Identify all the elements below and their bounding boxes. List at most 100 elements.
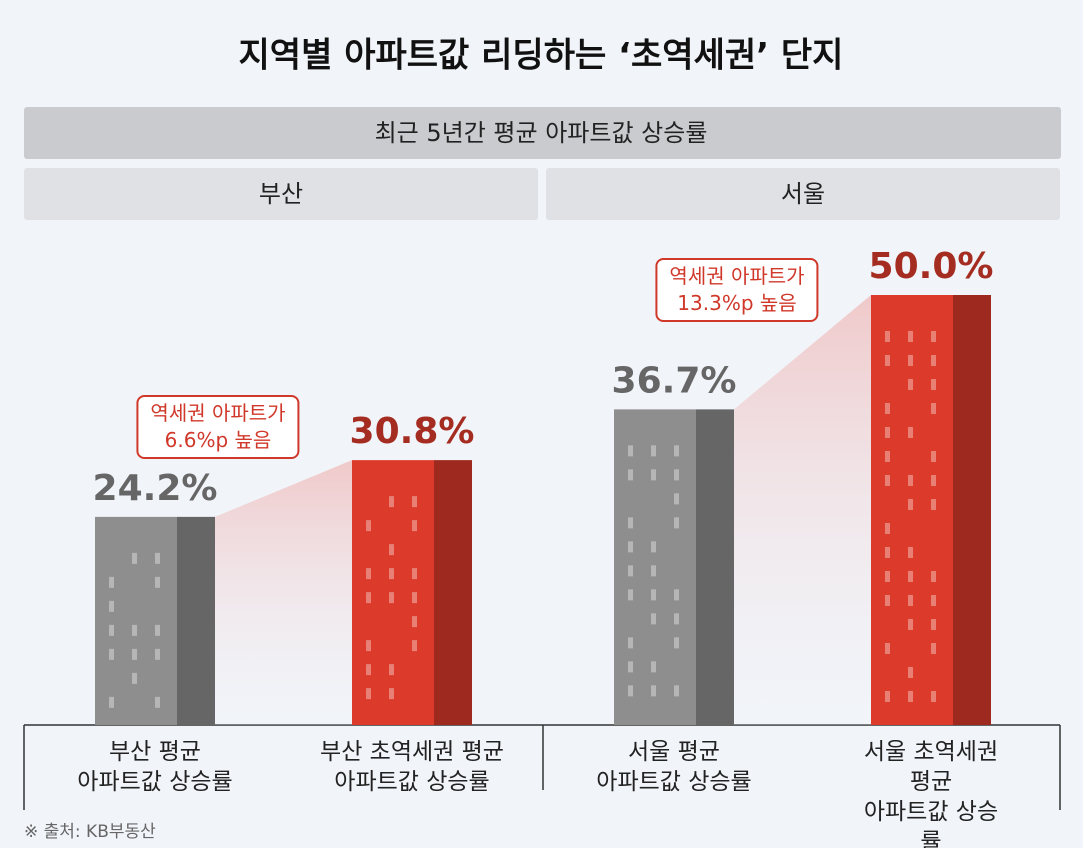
window <box>366 640 371 652</box>
window <box>389 688 394 700</box>
connector <box>215 460 352 725</box>
window <box>931 451 936 462</box>
title: 지역별 아파트값 리딩하는 ‘초역세권’ 단지 <box>239 36 844 76</box>
window <box>628 661 633 673</box>
panel-title: 서울 <box>781 180 825 208</box>
category-label: 부산 평균 아파트값 상승률 <box>77 739 233 795</box>
window <box>885 595 890 606</box>
window <box>389 544 394 556</box>
window <box>366 568 371 580</box>
window <box>628 445 633 457</box>
window <box>885 355 890 366</box>
window <box>908 547 913 558</box>
window <box>412 520 417 532</box>
panel-header <box>546 168 1060 220</box>
window <box>109 696 114 708</box>
bar <box>95 516 177 725</box>
panel-header <box>24 168 538 220</box>
value-label: 30.8% <box>350 411 475 452</box>
category-label: 서울 평균 아파트값 상승률 <box>596 739 752 795</box>
window <box>908 667 913 678</box>
window <box>931 475 936 486</box>
window <box>628 565 633 577</box>
window <box>109 576 114 588</box>
connector <box>734 295 871 725</box>
window <box>674 445 679 457</box>
value-label: 50.0% <box>869 246 994 287</box>
window <box>366 688 371 700</box>
window <box>885 571 890 582</box>
bar-side <box>177 516 215 725</box>
window <box>155 648 160 660</box>
window <box>931 571 936 582</box>
window <box>885 691 890 702</box>
window <box>931 499 936 510</box>
subtitle-band <box>24 107 1061 159</box>
window <box>132 552 137 564</box>
window <box>366 592 371 604</box>
bar-side <box>953 295 991 725</box>
window <box>651 661 656 673</box>
window <box>628 685 633 697</box>
window <box>908 499 913 510</box>
window <box>931 379 936 390</box>
window <box>155 552 160 564</box>
window <box>674 589 679 601</box>
window <box>931 355 936 366</box>
window <box>885 427 890 438</box>
window <box>412 616 417 628</box>
window <box>931 595 936 606</box>
window <box>674 613 679 625</box>
window <box>908 379 913 390</box>
window <box>412 568 417 580</box>
window <box>908 355 913 366</box>
window <box>412 592 417 604</box>
category-label: 부산 초역세권 평균 아파트값 상승률 <box>320 739 504 795</box>
subtitle: 최근 5년간 평균 아파트값 상승률 <box>375 119 708 147</box>
window <box>908 571 913 582</box>
window <box>109 624 114 636</box>
window <box>674 517 679 529</box>
window <box>132 624 137 636</box>
window <box>155 624 160 636</box>
window <box>155 576 160 588</box>
window <box>628 517 633 529</box>
window <box>908 331 913 342</box>
source: ※ 출처: KB부동산 <box>24 822 156 842</box>
window <box>885 451 890 462</box>
bar-side <box>696 409 734 725</box>
window <box>366 520 371 532</box>
window <box>651 589 656 601</box>
window <box>931 331 936 342</box>
window <box>885 475 890 486</box>
window <box>885 547 890 558</box>
window <box>674 493 679 505</box>
window <box>651 565 656 577</box>
window <box>628 541 633 553</box>
window <box>885 523 890 534</box>
window <box>389 496 394 508</box>
window <box>651 541 656 553</box>
window <box>628 469 633 481</box>
window <box>908 427 913 438</box>
window <box>132 672 137 684</box>
annotation: 역세권 아파트가 6.6%p 높음 <box>136 394 300 459</box>
window <box>109 600 114 612</box>
window <box>885 643 890 654</box>
window <box>908 475 913 486</box>
panel-title: 부산 <box>259 180 303 208</box>
window <box>412 640 417 652</box>
window <box>674 637 679 649</box>
window <box>109 648 114 660</box>
window <box>412 496 417 508</box>
window <box>651 685 656 697</box>
window <box>885 403 890 414</box>
window <box>931 403 936 414</box>
bar-side <box>434 460 472 725</box>
window <box>908 691 913 702</box>
window <box>651 469 656 481</box>
window <box>931 691 936 702</box>
window <box>674 685 679 697</box>
